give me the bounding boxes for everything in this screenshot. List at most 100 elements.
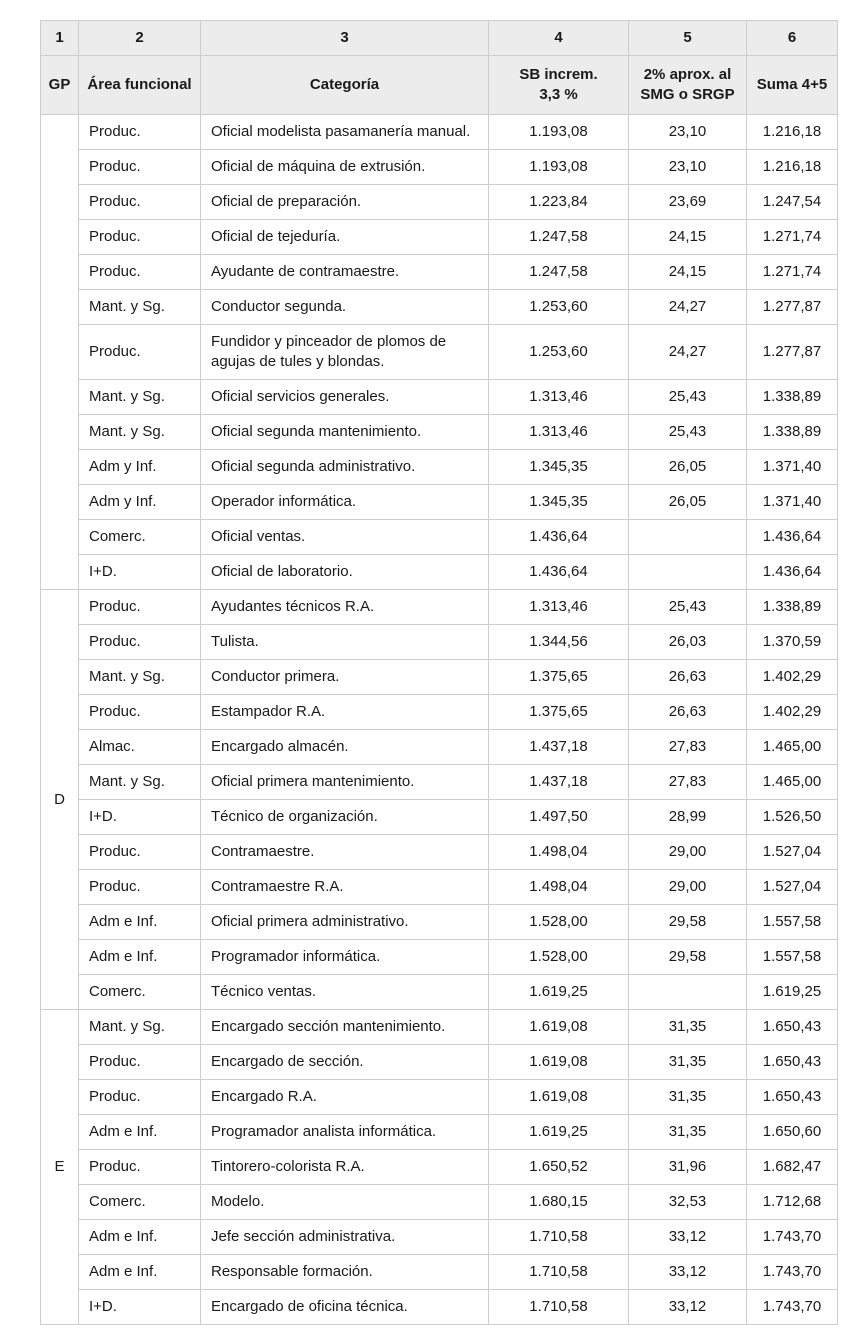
suma-cell: 1.277,87 <box>746 289 838 325</box>
area-funcional-cell: I+D. <box>78 799 201 835</box>
aprox-smg-cell: 29,58 <box>628 904 747 940</box>
categoria-cell: Oficial de laboratorio. <box>200 554 489 590</box>
sb-increm-cell: 1.247,58 <box>488 219 629 255</box>
aprox-smg-cell: 25,43 <box>628 414 747 450</box>
sb-increm-cell: 1.619,08 <box>488 1079 629 1115</box>
suma-cell: 1.436,64 <box>746 519 838 555</box>
categoria-cell: Oficial servicios generales. <box>200 379 489 415</box>
table-row: Produc. Encargado de sección. 1.619,08 31,3… <box>41 1044 838 1080</box>
categoria-cell: Oficial segunda administrativo. <box>200 449 489 485</box>
categoria-cell: Encargado de sección. <box>200 1044 489 1080</box>
sb-increm-cell: 1.710,58 <box>488 1254 629 1290</box>
column-number-header: 3 <box>200 20 489 56</box>
column-label-header: GP <box>40 55 79 115</box>
aprox-smg-cell: 27,83 <box>628 764 747 800</box>
sb-increm-cell: 1.498,04 <box>488 834 629 870</box>
categoria-cell: Jefe sección administrativa. <box>200 1219 489 1255</box>
area-funcional-cell: Mant. y Sg. <box>78 289 201 325</box>
area-funcional-cell: Almac. <box>78 729 201 765</box>
area-funcional-cell: Adm e Inf. <box>78 939 201 975</box>
aprox-smg-cell: 26,05 <box>628 449 747 485</box>
suma-cell: 1.743,70 <box>746 1254 838 1290</box>
table-row: I+D. Técnico de organización. 1.497,50 28,9… <box>41 799 838 835</box>
table-header: 1 2 3 4 5 6 GP Área funcional Categoría SB increm… <box>40 20 838 115</box>
table-row: Mant. y Sg. Conductor primera. 1.375,65 26,… <box>41 659 838 695</box>
categoria-cell: Tulista. <box>200 624 489 660</box>
categoria-cell: Ayudantes técnicos R.A. <box>200 589 489 625</box>
categoria-cell: Tintorero-colorista R.A. <box>200 1149 489 1185</box>
table-row: Produc. Contramaestre. 1.498,04 29,00 1.527,… <box>41 834 838 870</box>
aprox-smg-cell: 31,35 <box>628 1114 747 1150</box>
table-row: Produc. Tintorero-colorista R.A. 1.650,52 3… <box>41 1149 838 1185</box>
categoria-cell: Técnico de organización. <box>200 799 489 835</box>
area-funcional-cell: Produc. <box>78 624 201 660</box>
aprox-smg-cell: 27,83 <box>628 729 747 765</box>
suma-cell: 1.465,00 <box>746 729 838 765</box>
sb-increm-cell: 1.528,00 <box>488 904 629 940</box>
table-row: Produc. Oficial de preparación. 1.223,84 23… <box>41 184 838 220</box>
categoria-cell: Oficial modelista pasamanería manual. <box>200 114 489 150</box>
categoria-cell: Programador informática. <box>200 939 489 975</box>
suma-cell: 1.743,70 <box>746 1289 838 1325</box>
area-funcional-cell: I+D. <box>78 554 201 590</box>
sb-increm-cell: 1.497,50 <box>488 799 629 835</box>
sb-increm-cell: 1.680,15 <box>488 1184 629 1220</box>
table-row: Comerc. Técnico ventas. 1.619,25 1.619,25 <box>41 974 838 1010</box>
suma-cell: 1.712,68 <box>746 1184 838 1220</box>
categoria-cell: Encargado sección mantenimiento. <box>200 1009 489 1045</box>
area-funcional-cell: Mant. y Sg. <box>78 1009 201 1045</box>
table-row: Adm e Inf. Programador analista informáti… <box>41 1114 838 1150</box>
aprox-smg-cell: 23,69 <box>628 184 747 220</box>
aprox-smg-cell: 24,27 <box>628 289 747 325</box>
suma-cell: 1.338,89 <box>746 414 838 450</box>
table-row: Mant. y Sg. Conductor segunda. 1.253,60 24,… <box>41 289 838 325</box>
table-row: I+D. Oficial de laboratorio. 1.436,64 1.436… <box>41 554 838 590</box>
column-labels-row: GP Área funcional Categoría SB increm. 3,3 … <box>40 55 838 115</box>
aprox-smg-cell: 26,03 <box>628 624 747 660</box>
suma-cell: 1.650,43 <box>746 1079 838 1115</box>
table-row: Produc. Fundidor y pinceador de plomos de… <box>41 324 838 380</box>
column-label-header: Suma 4+5 <box>746 55 838 115</box>
aprox-smg-cell: 26,05 <box>628 484 747 520</box>
sb-increm-cell: 1.619,08 <box>488 1009 629 1045</box>
suma-cell: 1.682,47 <box>746 1149 838 1185</box>
categoria-cell: Conductor segunda. <box>200 289 489 325</box>
categoria-cell: Oficial de preparación. <box>200 184 489 220</box>
table-row: Produc. Contramaestre R.A. 1.498,04 29,00 1.… <box>41 869 838 905</box>
column-label-header: Categoría <box>200 55 489 115</box>
aprox-smg-cell: 28,99 <box>628 799 747 835</box>
aprox-smg-cell: 33,12 <box>628 1219 747 1255</box>
table-row: Produc. Oficial modelista pasamanería man… <box>40 114 838 590</box>
sb-increm-cell: 1.247,58 <box>488 254 629 290</box>
area-funcional-cell: Adm e Inf. <box>78 904 201 940</box>
sb-increm-cell: 1.253,60 <box>488 324 629 380</box>
area-funcional-cell: Comerc. <box>78 974 201 1010</box>
table-row: Produc. Encargado R.A. 1.619,08 31,35 1.650,… <box>41 1079 838 1115</box>
table-row: Mant. y Sg. Oficial segunda mantenimiento… <box>41 414 838 450</box>
suma-cell: 1.650,43 <box>746 1009 838 1045</box>
column-label-header: Área funcional <box>78 55 201 115</box>
suma-cell: 1.527,04 <box>746 834 838 870</box>
group-label-cell <box>40 114 79 590</box>
table-row: Adm y Inf. Oficial segunda administrativo… <box>41 449 838 485</box>
area-funcional-cell: Produc. <box>78 1044 201 1080</box>
aprox-smg-cell: 24,15 <box>628 254 747 290</box>
aprox-smg-cell: 33,12 <box>628 1254 747 1290</box>
table-row: Comerc. Modelo. 1.680,15 32,53 1.712,68 <box>41 1184 838 1220</box>
table-row: Produc. Oficial de tejeduría. 1.247,58 24,1… <box>41 219 838 255</box>
sb-increm-cell: 1.498,04 <box>488 869 629 905</box>
categoria-cell: Conductor primera. <box>200 659 489 695</box>
column-number-header: 6 <box>746 20 838 56</box>
area-funcional-cell: Produc. <box>78 694 201 730</box>
aprox-smg-cell: 29,58 <box>628 939 747 975</box>
categoria-cell: Oficial primera mantenimiento. <box>200 764 489 800</box>
sb-increm-cell: 1.619,25 <box>488 974 629 1010</box>
categoria-cell: Encargado almacén. <box>200 729 489 765</box>
table-row: Adm e Inf. Oficial primera administrativo… <box>41 904 838 940</box>
aprox-smg-cell: 25,43 <box>628 589 747 625</box>
table-row: Mant. y Sg. Oficial servicios generales. 1… <box>41 379 838 415</box>
table-row: Produc. Tulista. 1.344,56 26,03 1.370,59 <box>41 624 838 660</box>
categoria-cell: Oficial ventas. <box>200 519 489 555</box>
area-funcional-cell: Produc. <box>78 1079 201 1115</box>
